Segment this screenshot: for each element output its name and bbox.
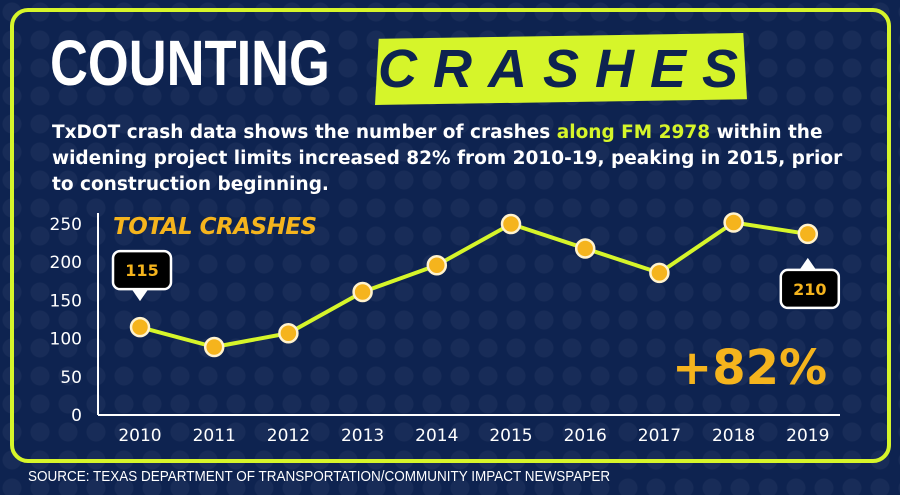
y-tick-label: 150 xyxy=(50,291,82,311)
series-line xyxy=(139,220,809,350)
data-point xyxy=(574,238,596,259)
title-counting: COUNTING xyxy=(50,27,330,99)
y-axis-ticks: 0 50 100 150 200 250 xyxy=(50,215,82,426)
description: TxDOT crash data shows the number of cra… xyxy=(52,120,862,198)
callout: 115 xyxy=(111,249,173,302)
title-crashes: CRASHES xyxy=(378,39,755,99)
callouts: 115 210 xyxy=(111,249,841,310)
callout-pointer xyxy=(798,257,817,271)
data-point xyxy=(426,255,448,276)
callout: 210 xyxy=(779,257,841,310)
chart-axes xyxy=(97,213,840,416)
source-credit: SOURCE: TEXAS DEPARTMENT OF TRANSPORTATI… xyxy=(28,468,611,485)
series-line-path xyxy=(139,220,809,350)
data-point xyxy=(352,281,373,303)
x-tick-label: 2017 xyxy=(638,426,681,446)
data-point xyxy=(203,336,225,358)
x-tick-label: 2018 xyxy=(712,426,755,446)
y-tick-label: 250 xyxy=(50,215,82,235)
callout-label: 210 xyxy=(793,280,826,299)
callout-box xyxy=(779,268,841,310)
frame-border xyxy=(10,8,891,463)
description-highlight: along FM 2978 xyxy=(556,122,711,143)
y-tick-label: 100 xyxy=(50,330,82,350)
x-tick-label: 2011 xyxy=(193,426,236,446)
y-tick-label: 200 xyxy=(50,253,82,273)
x-tick-label: 2015 xyxy=(489,426,532,446)
data-point xyxy=(278,323,299,344)
data-point xyxy=(500,213,522,235)
callout-pointer xyxy=(131,288,149,302)
x-tick-label: 2013 xyxy=(341,426,384,446)
x-tick-label: 2014 xyxy=(415,426,458,446)
description-text-1: TxDOT crash data shows the number of cra… xyxy=(52,122,557,143)
callout-label: 115 xyxy=(125,261,158,280)
percent-change-annotation: +82% xyxy=(672,340,828,396)
y-tick-label: 0 xyxy=(71,406,82,426)
x-tick-label: 2010 xyxy=(118,426,161,446)
series-points xyxy=(129,212,819,358)
data-point xyxy=(129,316,151,338)
data-point xyxy=(797,223,819,245)
x-tick-label: 2016 xyxy=(564,426,607,446)
x-axis-ticks: 2010 2011 2012 2013 2014 2015 2016 2017 2018 2019 xyxy=(118,426,829,446)
x-tick-label: 2012 xyxy=(267,426,310,446)
data-point xyxy=(723,212,744,233)
title-highlight-box xyxy=(375,33,747,105)
description-text-2: within the widening project limits incre… xyxy=(52,122,843,195)
x-tick-label: 2019 xyxy=(786,426,829,446)
y-tick-label: 50 xyxy=(60,368,82,388)
callout-box xyxy=(111,249,173,291)
data-point xyxy=(649,262,670,284)
series-label: TOTAL CRASHES xyxy=(113,214,317,240)
